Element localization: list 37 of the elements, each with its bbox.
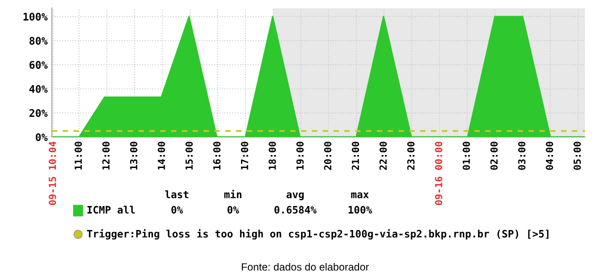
x-tick-label: 23:00	[407, 142, 415, 170]
x-tick-label: 21:00	[352, 142, 360, 170]
x-tick-label: 09-15 10:04	[48, 142, 56, 205]
y-tick-label: 0%	[36, 133, 48, 142]
text: 0.6584%	[274, 206, 317, 214]
y-tick-label: 40%	[29, 85, 48, 93]
x-tick-label: 20:00	[324, 142, 332, 170]
x-tick-label: 12:00	[102, 142, 110, 170]
x-tick-label: 01:00	[462, 142, 470, 170]
x-tick-label: 22:00	[379, 142, 387, 170]
text: last	[165, 190, 188, 198]
y-tick-label: 80%	[30, 36, 48, 45]
text: 0%	[171, 206, 183, 214]
x-tick-label: 15:00	[185, 142, 193, 170]
x-tick-label: 05:00	[574, 142, 581, 170]
x-tick-label: 17:00	[240, 142, 248, 170]
text: avg	[286, 192, 304, 200]
y-tick-label: 20%	[29, 109, 48, 117]
x-tick-label: 19:00	[296, 142, 304, 170]
legend-label: Trigger:Ping loss is too high on csp1-csp2-100g-via-sp2.bkp.rnp.br (SP) [>5]	[87, 229, 548, 240]
x-tick-label: 16:00	[213, 142, 221, 170]
x-tick-label: 14:00	[158, 142, 166, 170]
text: 0%	[228, 206, 240, 214]
source-note: Fonte: dados do elaborador	[242, 262, 369, 271]
x-tick-label: 09-16 00:00	[434, 142, 442, 205]
y-tick-label: 60%	[30, 60, 48, 69]
y-tick-label: 100%	[24, 12, 48, 21]
x-tick-label: 13:00	[130, 142, 138, 170]
x-tick-label: 04:00	[546, 142, 554, 170]
text: 100%	[348, 206, 372, 214]
legend-label: ICMP all	[87, 206, 135, 214]
text: min	[224, 190, 242, 198]
x-tick-label: 02:00	[490, 142, 498, 170]
x-tick-label: 11:00	[74, 142, 82, 170]
text: max	[351, 192, 369, 198]
x-tick-label: 03:00	[518, 142, 526, 170]
x-tick-label: 18:00	[268, 142, 276, 170]
